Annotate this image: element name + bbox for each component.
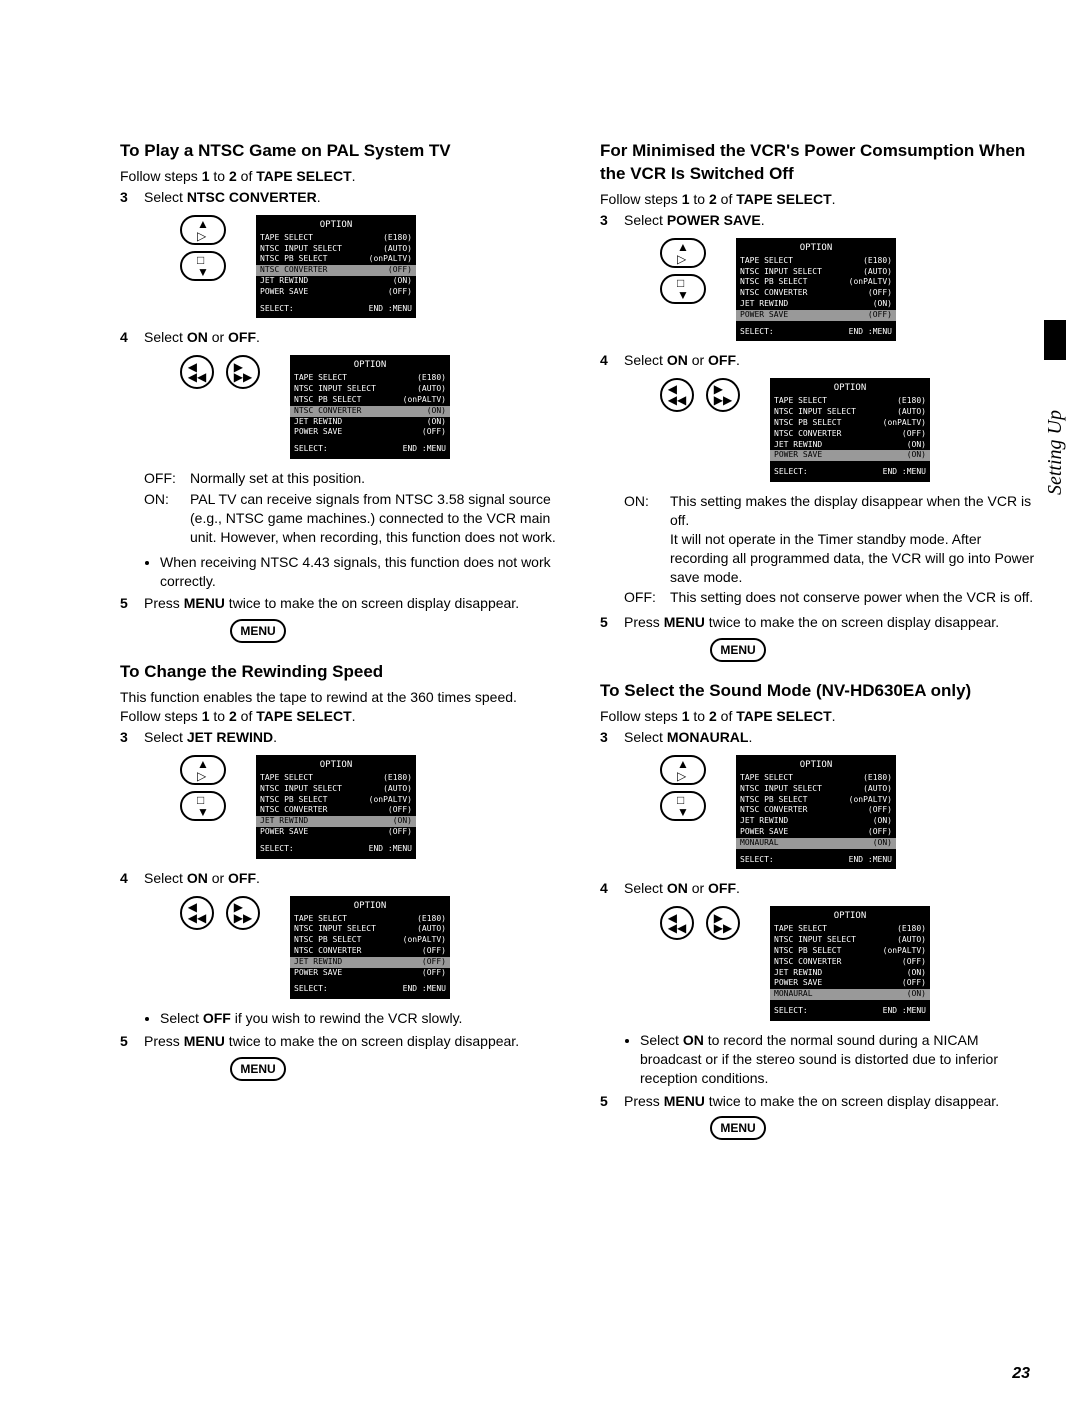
osd-screen: OPTION TAPE SELECT(E180) NTSC INPUT SELE…	[736, 755, 896, 870]
osd-screen: OPTION TAPE SELECT(E180) NTSC INPUT SELE…	[290, 896, 450, 1000]
remote-up-button: ▲▷	[180, 215, 226, 245]
step-number: 5	[120, 1032, 144, 1051]
def-body: PAL TV can receive signals from NTSC 3.5…	[190, 490, 560, 547]
step-number: 5	[600, 1092, 624, 1111]
manual-page: Setting Up To Play a NTSC Game on PAL Sy…	[0, 0, 1080, 1411]
bullet: Select ON to record the normal sound dur…	[640, 1031, 1040, 1088]
right-column: For Minimised the VCR's Power Comsumptio…	[600, 140, 1040, 1158]
step-text: Select JET REWIND.	[144, 728, 560, 747]
heading-powersave: For Minimised the VCR's Power Comsumptio…	[600, 140, 1040, 186]
remote-right-button: ▶▶▶	[706, 906, 740, 940]
def-label-off: OFF:	[624, 588, 670, 607]
remote-up-button: ▲▷	[660, 238, 706, 268]
heading-rewind: To Change the Rewinding Speed	[120, 661, 560, 684]
step-text: Select MONAURAL.	[624, 728, 1040, 747]
remote-down-button: □▼	[180, 791, 226, 821]
step-number: 5	[120, 594, 144, 613]
step-text: Select ON or OFF.	[624, 879, 1040, 898]
step-text: Select POWER SAVE.	[624, 211, 1040, 230]
step-text: Select ON or OFF.	[144, 328, 560, 347]
def-label-off: OFF:	[144, 469, 190, 488]
remote-buttons-leftright: ◀◀◀ ▶▶▶	[660, 906, 740, 940]
left-column: To Play a NTSC Game on PAL System TV Fol…	[120, 140, 560, 1158]
step-text: Press MENU twice to make the on screen d…	[144, 594, 560, 613]
osd-screen: OPTION TAPE SELECT(E180) NTSC INPUT SELE…	[770, 906, 930, 1021]
def-body: Normally set at this position.	[190, 469, 560, 488]
remote-left-button: ◀◀◀	[660, 378, 694, 412]
side-tab: Setting Up	[1040, 320, 1070, 495]
remote-up-button: ▲▷	[660, 755, 706, 785]
remote-left-button: ◀◀◀	[180, 896, 214, 930]
def-body: This setting does not conserve power whe…	[670, 588, 1040, 607]
remote-buttons-updown: ▲▷ □▼	[660, 755, 706, 821]
step-number: 4	[120, 869, 144, 888]
step-number: 4	[600, 879, 624, 898]
step-number: 3	[600, 728, 624, 747]
osd-screen: OPTION TAPE SELECT(E180) NTSC INPUT SELE…	[256, 215, 416, 319]
remote-right-button: ▶▶▶	[226, 896, 260, 930]
def-label-on: ON:	[144, 490, 190, 547]
step-number: 4	[600, 351, 624, 370]
remote-down-button: □▼	[660, 274, 706, 304]
remote-right-button: ▶▶▶	[706, 378, 740, 412]
step-number: 4	[120, 328, 144, 347]
osd-screen: OPTION TAPE SELECT(E180) NTSC INPUT SELE…	[290, 355, 450, 459]
menu-button-icon: MENU	[710, 638, 766, 662]
side-tab-marker	[1044, 320, 1066, 360]
step-text: Select ON or OFF.	[624, 351, 1040, 370]
remote-left-button: ◀◀◀	[180, 355, 214, 389]
step-number: 3	[600, 211, 624, 230]
follow-text: Follow steps 1 to 2 of TAPE SELECT.	[120, 167, 560, 186]
bullet: Select OFF if you wish to rewind the VCR…	[160, 1009, 560, 1028]
remote-buttons-updown: ▲▷ □▼	[660, 238, 706, 304]
remote-buttons-updown: ▲▷ □▼	[180, 755, 226, 821]
step-text: Select ON or OFF.	[144, 869, 560, 888]
step-text: Press MENU twice to make the on screen d…	[144, 1032, 560, 1051]
remote-buttons-leftright: ◀◀◀ ▶▶▶	[660, 378, 740, 412]
step-text: Press MENU twice to make the on screen d…	[624, 1092, 1040, 1111]
def-body: This setting makes the display disappear…	[670, 492, 1040, 586]
step-number: 3	[120, 728, 144, 747]
follow-text: Follow steps 1 to 2 of TAPE SELECT.	[600, 707, 1040, 726]
remote-buttons-leftright: ◀◀◀ ▶▶▶	[180, 896, 260, 930]
remote-down-button: □▼	[660, 791, 706, 821]
step-number: 3	[120, 188, 144, 207]
menu-button-icon: MENU	[710, 1116, 766, 1140]
remote-left-button: ◀◀◀	[660, 906, 694, 940]
step-number: 5	[600, 613, 624, 632]
remote-up-button: ▲▷	[180, 755, 226, 785]
menu-button-icon: MENU	[230, 619, 286, 643]
step-text: Select NTSC CONVERTER.	[144, 188, 560, 207]
menu-button-icon: MENU	[230, 1057, 286, 1081]
def-label-on: ON:	[624, 492, 670, 586]
osd-screen: OPTION TAPE SELECT(E180) NTSC INPUT SELE…	[770, 378, 930, 482]
remote-buttons-updown: ▲▷ □▼	[180, 215, 226, 281]
osd-screen: OPTION TAPE SELECT(E180) NTSC INPUT SELE…	[256, 755, 416, 859]
osd-title: OPTION	[256, 219, 416, 231]
intro-text: This function enables the tape to rewind…	[120, 688, 560, 707]
side-tab-label: Setting Up	[1044, 410, 1067, 495]
follow-text: Follow steps 1 to 2 of TAPE SELECT.	[600, 190, 1040, 209]
follow-text: Follow steps 1 to 2 of TAPE SELECT.	[120, 707, 560, 726]
step-text: Press MENU twice to make the on screen d…	[624, 613, 1040, 632]
heading-sound-mode: To Select the Sound Mode (NV-HD630EA onl…	[600, 680, 1040, 703]
osd-screen: OPTION TAPE SELECT(E180) NTSC INPUT SELE…	[736, 238, 896, 342]
remote-down-button: □▼	[180, 251, 226, 281]
remote-right-button: ▶▶▶	[226, 355, 260, 389]
heading-ntsc-game: To Play a NTSC Game on PAL System TV	[120, 140, 560, 163]
bullet: When receiving NTSC 4.43 signals, this f…	[160, 553, 560, 591]
page-number: 23	[1012, 1365, 1030, 1383]
remote-buttons-leftright: ◀◀◀ ▶▶▶	[180, 355, 260, 389]
